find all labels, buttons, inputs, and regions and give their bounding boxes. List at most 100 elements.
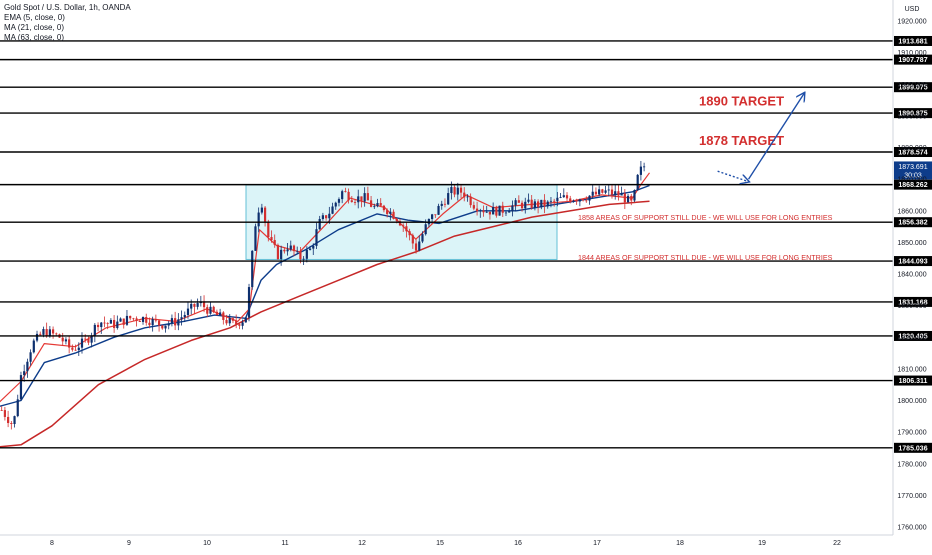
candle-body (578, 199, 581, 202)
time-tick-label: 12 (358, 540, 366, 547)
candle-body (61, 337, 64, 342)
candle-body (517, 200, 520, 203)
candle-body (463, 192, 466, 198)
candle-body (51, 329, 55, 334)
level-price-label: 1844.093 (898, 259, 927, 266)
candle-body (392, 211, 395, 219)
candle-body (540, 199, 543, 207)
candle-body (363, 193, 366, 202)
price-tick-label: 1770.000 (897, 493, 926, 500)
candle-body (209, 306, 212, 314)
candle-body (244, 317, 247, 323)
candle-body (235, 320, 238, 325)
candle-body (633, 190, 636, 201)
level-price-tag (894, 35, 932, 46)
candle-body (93, 324, 96, 336)
candle-body (68, 339, 71, 348)
candle-body (241, 322, 244, 326)
candle-body (170, 318, 174, 324)
candle-body (305, 249, 308, 259)
candle-body (135, 318, 138, 322)
candle-body (212, 306, 215, 312)
candle-body (318, 219, 321, 230)
level-price-tag (894, 330, 932, 341)
candle-body (585, 200, 588, 202)
time-tick-label: 9 (127, 540, 131, 547)
candle-body (312, 245, 315, 249)
candle-body (626, 195, 630, 203)
candle-body (148, 322, 151, 326)
level-price-tag (894, 82, 932, 93)
candle-body (280, 249, 283, 260)
level-price-label: 1820.405 (898, 333, 927, 340)
candle-body (157, 320, 161, 326)
candle-body (254, 226, 257, 251)
candle-body (414, 243, 418, 251)
candle-body (492, 207, 495, 215)
current-price-label: 1873.691 (898, 164, 927, 171)
candle-body (260, 207, 263, 213)
candle-body (344, 191, 347, 192)
candle-body (565, 195, 569, 199)
candle-body (10, 423, 13, 425)
candle-body (29, 352, 32, 362)
candle-body (411, 235, 414, 244)
candle-body (145, 317, 148, 323)
candle-body (100, 322, 103, 328)
level-price-tag (894, 217, 932, 228)
candle-body (459, 187, 463, 193)
candle-body (16, 399, 19, 417)
candle-body (408, 231, 411, 236)
candle-body (283, 249, 286, 252)
candle-body (347, 191, 350, 201)
candle-body (357, 196, 360, 203)
candle-body (524, 201, 527, 209)
candle-body (350, 200, 353, 203)
candle-body (109, 319, 113, 324)
candle-body (183, 314, 186, 318)
candle-body (32, 340, 35, 353)
candle-body (231, 318, 235, 321)
candlestick-layer (0, 160, 646, 430)
candle-body (3, 410, 7, 417)
candle-body (129, 315, 132, 319)
candle-body (96, 324, 100, 328)
time-tick-label: 8 (50, 540, 54, 547)
candle-body (556, 197, 559, 202)
candle-body (617, 191, 620, 196)
candle-body (215, 311, 219, 316)
candle-body (472, 205, 475, 209)
candle-body (591, 191, 594, 196)
time-tick-label: 16 (514, 540, 522, 547)
candle-body (569, 198, 572, 202)
candle-body (276, 244, 280, 260)
candle-body (549, 200, 553, 202)
candle-body (228, 318, 231, 324)
ema5-line (0, 172, 650, 403)
candle-body (190, 303, 193, 309)
candle-body (321, 215, 324, 220)
candle-body (334, 202, 337, 207)
candle-body (636, 174, 639, 191)
candle-body (267, 221, 270, 238)
candle-body (196, 303, 199, 307)
current-price-tag (894, 161, 932, 180)
level-price-label: 1856.382 (898, 220, 927, 227)
candle-body (424, 224, 427, 235)
candle-body (475, 208, 479, 212)
candle-body (161, 325, 164, 329)
candle-body (418, 241, 421, 251)
price-tick-label: 1760.000 (897, 525, 926, 532)
candle-body (376, 203, 379, 207)
candle-body (369, 200, 373, 207)
candle-body (45, 329, 48, 337)
time-tick-label: 15 (436, 540, 444, 547)
candle-body (87, 338, 90, 343)
level-price-label: 1913.681 (898, 38, 927, 45)
candle-body (527, 199, 530, 202)
candle-body (286, 249, 289, 252)
time-tick-label: 19 (758, 540, 766, 547)
countdown-label: 30:03 (904, 172, 922, 179)
